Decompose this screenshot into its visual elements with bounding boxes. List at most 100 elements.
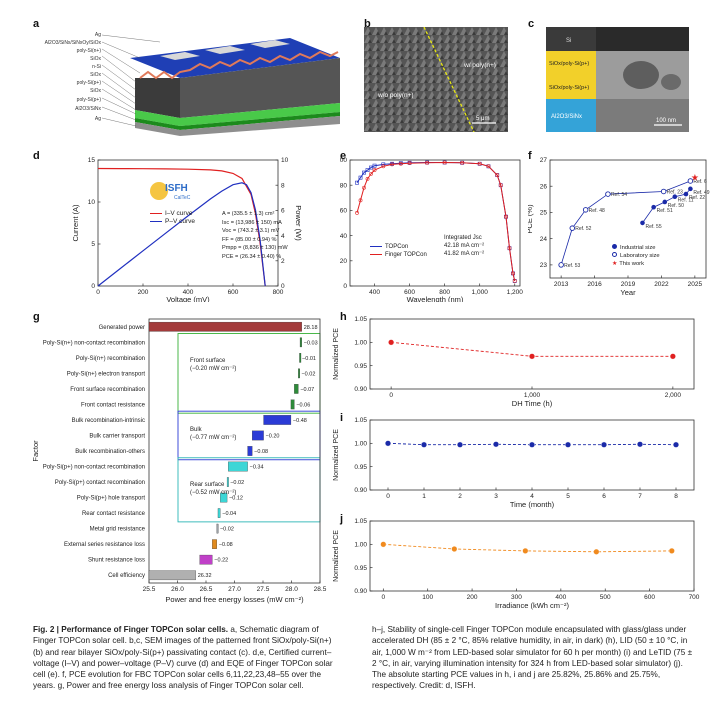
eqe-point [460, 160, 465, 165]
industrial-point [672, 194, 678, 200]
loss-bar [199, 554, 213, 565]
layer-label: SiOx [90, 56, 101, 62]
x-tick-label: 800 [273, 289, 284, 296]
eqe-point [362, 185, 366, 190]
x-tick-label: 26.5 [200, 586, 213, 593]
y-tick-label: 23 [540, 262, 548, 269]
x-tick-label: 7 [638, 493, 642, 500]
legend-this-work: This work [619, 261, 645, 267]
textured-surface-line [139, 50, 339, 80]
eqe-point [407, 161, 412, 166]
legend-swatch-iv [150, 212, 162, 214]
layer-label: SiOx [90, 72, 101, 78]
y-axis-label: Normalized PCE [333, 328, 340, 380]
x-tick-label: 600 [644, 594, 655, 601]
layer-label: SiOx [90, 88, 101, 94]
y2-tick-label: 0 [281, 283, 285, 290]
panel-d-legend: I–V curve P–V curve [150, 210, 195, 226]
x-tick-label: 100 [422, 594, 433, 601]
param-pce: PCE = (26.34 ± 0.40) % [222, 253, 282, 260]
eqe-point [358, 175, 363, 180]
lab-point [558, 262, 564, 268]
loss-bar [226, 477, 229, 487]
x-tick-label: 500 [600, 594, 611, 601]
x-tick-label: 26.0 [171, 586, 184, 593]
x-tick-label: 0 [386, 493, 390, 500]
stability-line [387, 442, 677, 446]
panel-a-letter: a [33, 18, 40, 30]
stability-point [456, 441, 463, 448]
category-label: Bulk recombination-intrinsic [72, 418, 145, 424]
loss-bar [217, 508, 221, 518]
x-tick-label: 28.0 [285, 586, 298, 593]
eqe-line [356, 162, 516, 282]
layer-label: poly-Si(p+) [77, 97, 102, 103]
bar-value-label: −0.07 [300, 387, 314, 393]
eqe-point [358, 198, 363, 203]
x-tick-label: 600 [228, 289, 239, 296]
y-tick-label: 0.95 [354, 363, 367, 370]
layer-label: Al2O3/SiNx [75, 106, 101, 112]
category-label: Cell efficiency [108, 573, 145, 579]
panel-a-schematic: Ag Al2O3/SiNx/SiNxOy/SiOx poly-Si(n+) Si… [45, 32, 340, 136]
eqe-line [356, 161, 516, 282]
bar-value-label: −0.48 [293, 418, 307, 424]
legend-lab: Laboratory size [620, 253, 660, 259]
x-axis-label: Irradiance (kWh cm⁻²) [495, 601, 569, 610]
ref-label: Ref. 52 [575, 226, 591, 232]
x-tick-label: 8 [674, 493, 678, 500]
loss-bar [299, 353, 302, 363]
stability-point [451, 546, 458, 553]
legend-finger: Finger TOPCon [385, 252, 427, 258]
category-label: Shunt resistance loss [88, 558, 145, 564]
layer-label: n-Si [92, 64, 101, 70]
caption-right: h–j, Stability of single-cell Finger TOP… [372, 624, 696, 692]
legend-pv: P–V curve [165, 218, 195, 225]
ref-label: Ref. 51 [657, 208, 673, 214]
panel-e-legend: TOPCon Finger TOPCon [370, 243, 427, 259]
isfh-logo: ISFH CalTeC [150, 180, 198, 204]
panel-e-letter: e [340, 150, 347, 162]
bar-value-label: −0.22 [214, 558, 228, 564]
y-tick-label: 60 [340, 208, 347, 215]
x-tick-label: 1 [422, 493, 426, 500]
loss-bar [299, 337, 302, 348]
x-tick-label: 2025 [688, 281, 703, 288]
group-front-title: Front surface [190, 358, 226, 364]
eqe-point [442, 160, 447, 165]
x-tick-label: 0 [382, 594, 386, 601]
layer-label: SiOx/poly-Si(p+) [549, 85, 589, 91]
category-label: Rear contact resistance [82, 511, 146, 517]
layer-label: poly-Si(p+) [77, 80, 102, 86]
x-tick-label: 400 [369, 289, 380, 296]
x-axis-label: Power and free energy losses (mW cm⁻²) [165, 595, 304, 604]
bar-value-label: 26.32 [198, 573, 212, 579]
integrated-jsc-title: Integrated Jsc [444, 235, 482, 241]
layer-label: Si [566, 38, 571, 44]
category-label: Poly-Si(p+) non-contact recombination [43, 465, 145, 471]
loss-bar [228, 461, 248, 472]
y-tick-label: 1.05 [354, 316, 367, 323]
panel-b-sem: w/ poly(n+) w/o poly(n+) 5 μm [364, 27, 508, 132]
x-tick-label: 2022 [654, 281, 669, 288]
fig-label: Fig. 2 | [33, 625, 59, 634]
category-label: Metal grid resistance [90, 527, 146, 533]
plot-frame [369, 419, 695, 491]
loss-bar [294, 384, 299, 394]
eqe-point [511, 271, 515, 276]
x-tick-label: 2013 [554, 281, 569, 288]
bar-value-label: −0.34 [250, 465, 264, 471]
x-axis-label: DH Time (h) [512, 399, 553, 408]
x-axis-label: Time (month) [510, 500, 555, 509]
category-label: External series resistance loss [64, 542, 145, 548]
y2-tick-label: 8 [281, 182, 285, 189]
caption-left-text: a, Schematic diagram of Finger TOPCon so… [33, 625, 333, 691]
category-label: Poly-Si(n+) electron transport [67, 371, 146, 377]
ref-label: Ref. 11 [678, 198, 694, 204]
eqe-point [372, 163, 377, 168]
bar-value-label: −0.08 [254, 449, 268, 455]
eqe-point [365, 168, 370, 172]
x-tick-label: 300 [511, 594, 522, 601]
y2-axis-label: Power (W) [294, 205, 303, 241]
